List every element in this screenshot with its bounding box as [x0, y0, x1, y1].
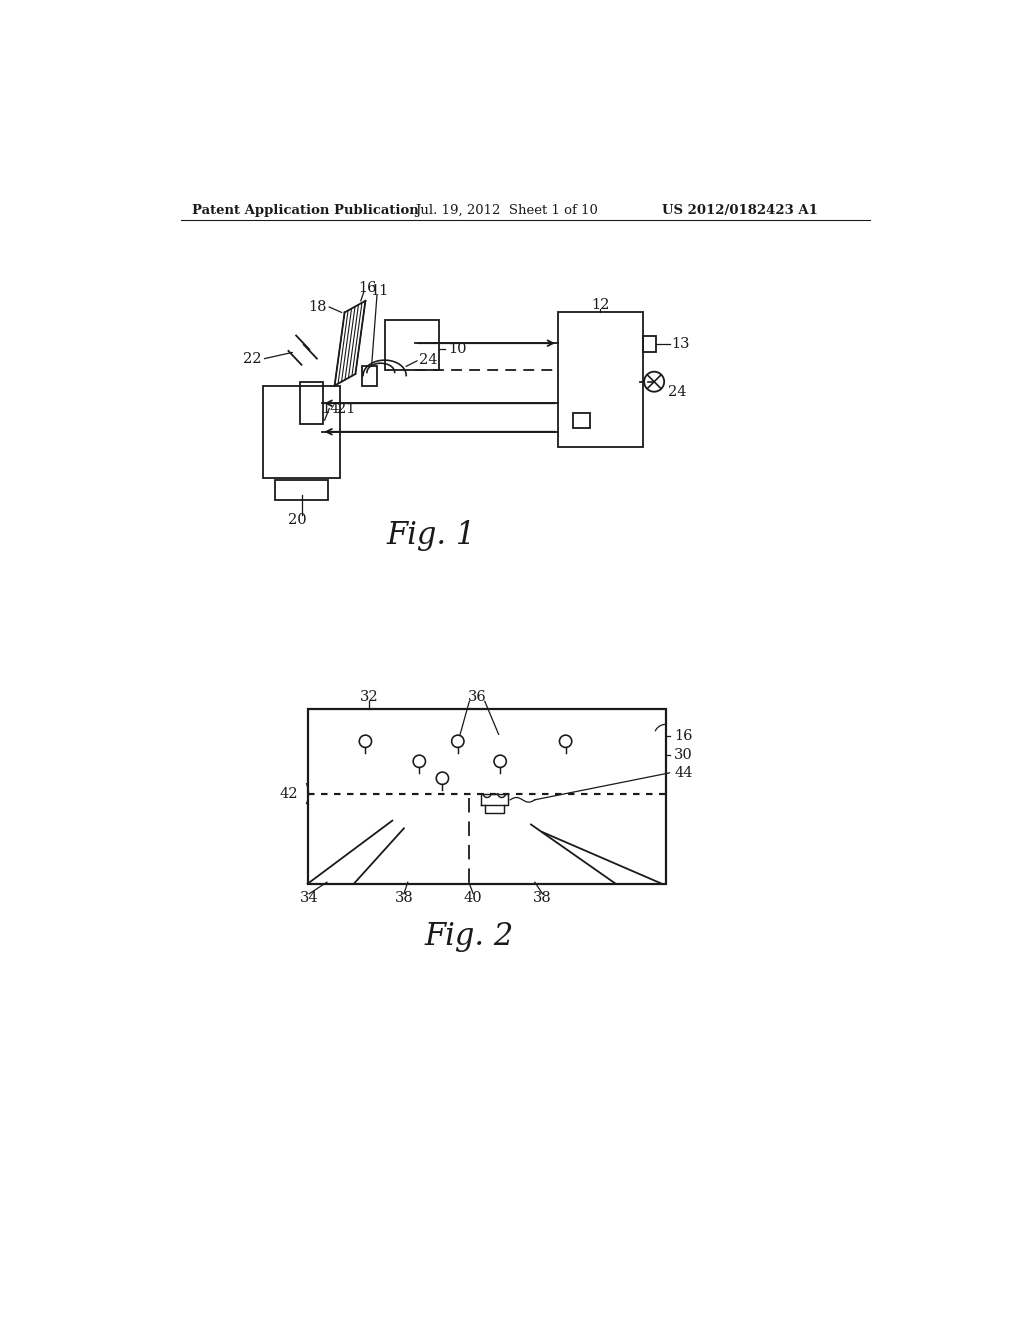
Text: 12: 12: [591, 298, 609, 312]
Text: 13: 13: [671, 337, 689, 351]
Text: 34: 34: [300, 891, 318, 904]
Text: 16: 16: [674, 729, 692, 743]
Text: 18: 18: [308, 300, 327, 314]
Text: Fig. 2: Fig. 2: [425, 920, 514, 952]
Bar: [361, 367, 377, 385]
Bar: [385, 321, 438, 370]
Bar: [274, 480, 329, 499]
Bar: [643, 335, 655, 352]
Text: 16: 16: [358, 281, 377, 294]
Text: 11: 11: [370, 284, 388, 298]
Text: Jul. 19, 2012  Sheet 1 of 10: Jul. 19, 2012 Sheet 1 of 10: [416, 205, 598, 218]
Text: 20: 20: [289, 513, 307, 527]
Text: 38: 38: [394, 891, 414, 904]
Text: 14: 14: [322, 401, 340, 416]
Text: 21: 21: [337, 401, 355, 416]
Text: Patent Application Publication: Patent Application Publication: [193, 205, 419, 218]
Text: US 2012/0182423 A1: US 2012/0182423 A1: [662, 205, 818, 218]
Bar: [307, 709, 666, 884]
Text: 44: 44: [674, 766, 692, 780]
Bar: [573, 413, 590, 428]
Text: 24: 24: [668, 385, 686, 400]
Text: Fig. 1: Fig. 1: [386, 520, 475, 552]
Text: 32: 32: [360, 690, 379, 705]
Text: 10: 10: [447, 342, 466, 355]
Bar: [263, 385, 340, 478]
Text: 24: 24: [419, 354, 438, 367]
Text: 22: 22: [243, 351, 261, 366]
Bar: [558, 313, 643, 447]
Text: 30: 30: [674, 748, 693, 762]
Text: 40: 40: [464, 891, 482, 904]
Text: 38: 38: [534, 891, 552, 904]
Text: 36: 36: [468, 690, 486, 705]
Text: 42: 42: [280, 787, 298, 801]
Bar: [300, 381, 323, 424]
